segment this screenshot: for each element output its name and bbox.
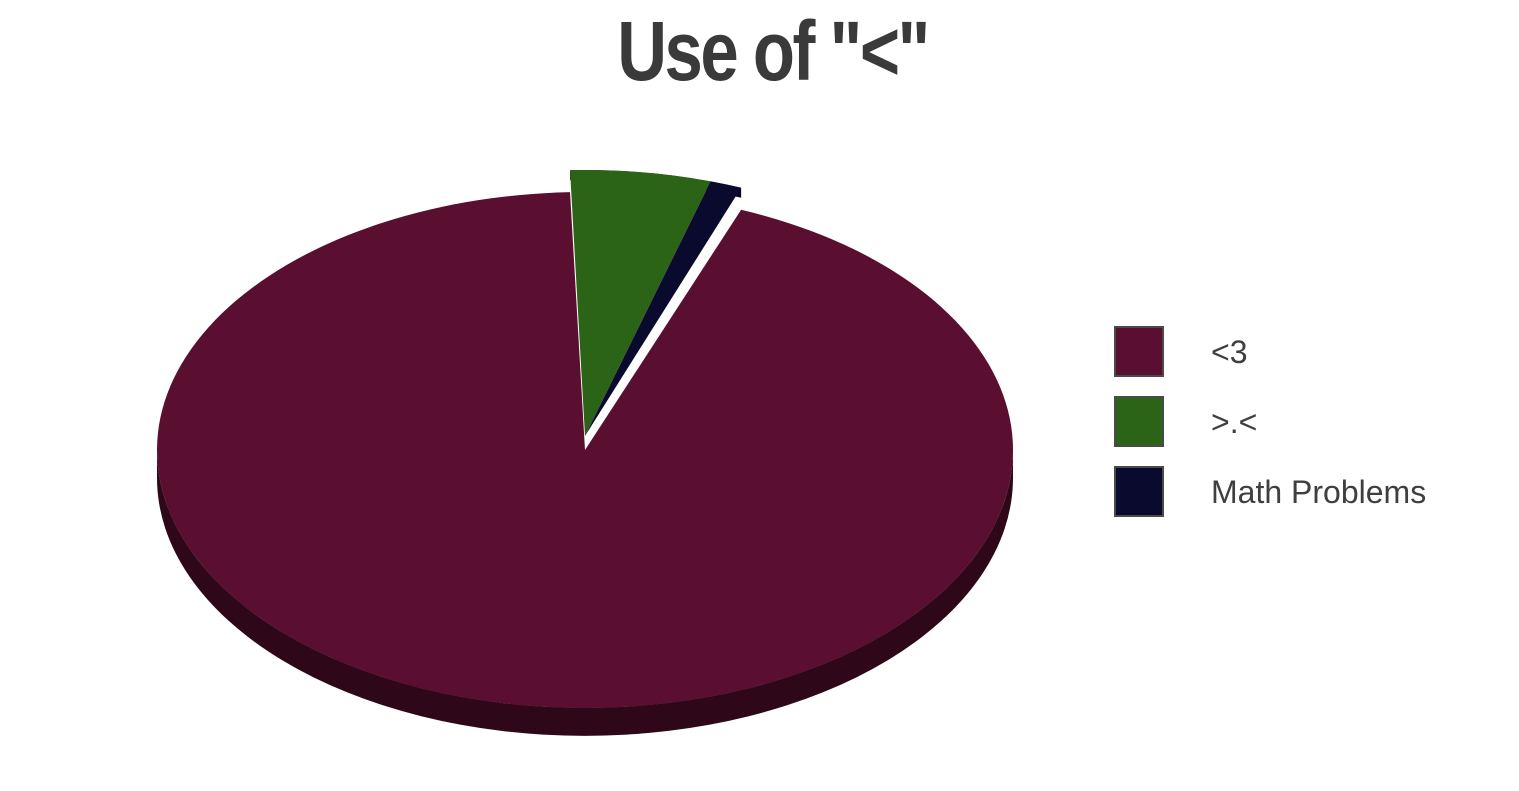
legend-swatch-love xyxy=(1114,326,1164,377)
legend-label-love: <3 xyxy=(1211,334,1248,370)
legend-label-squint: >.< xyxy=(1211,404,1258,440)
pie-top-layer xyxy=(156,170,1013,708)
legend-swatch-math-problems xyxy=(1114,466,1164,517)
pie-slice-love xyxy=(156,192,1013,708)
chart-title: Use of "<" xyxy=(617,4,930,98)
pie-slice-math-problems xyxy=(585,181,742,436)
legend-label-math-problems: Math Problems xyxy=(1211,474,1427,510)
pie-slice-squint xyxy=(570,170,711,436)
legend-swatch-squint xyxy=(1114,396,1164,447)
